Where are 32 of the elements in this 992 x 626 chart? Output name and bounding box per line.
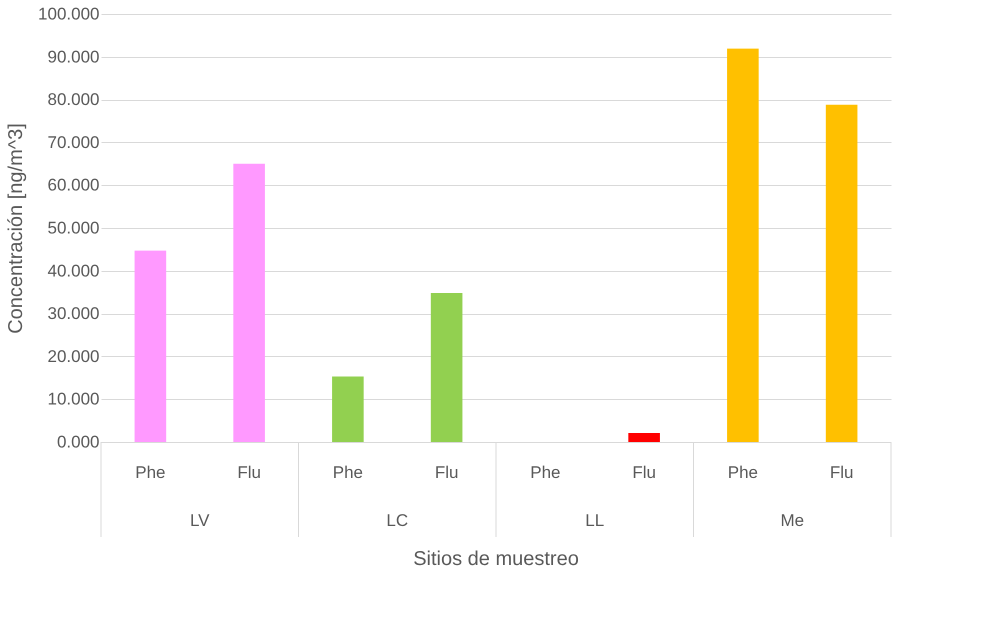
text: LC xyxy=(386,511,408,530)
bar xyxy=(430,293,462,442)
y-tick-label: 70.000 xyxy=(48,132,100,152)
x-tick-label: Flu xyxy=(434,463,458,482)
bar xyxy=(332,376,364,442)
bar xyxy=(628,433,660,442)
x-tick-label: Phe xyxy=(728,463,758,482)
y-tick-label: 50.000 xyxy=(48,218,100,238)
bar xyxy=(233,164,265,442)
y-tick-label: 90.000 xyxy=(48,47,100,66)
bar xyxy=(826,104,858,442)
x-tick-label: Flu xyxy=(830,463,854,482)
x-tick-label: Flu xyxy=(632,463,656,482)
y-tick-label: 100.000 xyxy=(38,4,100,24)
text: LL xyxy=(585,511,604,530)
y-tick-label: 20.000 xyxy=(48,346,100,366)
x-tick-label: Phe xyxy=(530,463,560,482)
x-tick-label: Phe xyxy=(332,463,363,482)
bar xyxy=(134,250,166,442)
y-tick-label: 60.000 xyxy=(48,176,100,195)
y-tick-label: 10.000 xyxy=(48,390,100,409)
y-tick-label: 0.000 xyxy=(56,432,100,452)
x-axis-title: Sitios de muestreo xyxy=(413,548,579,570)
y-axis-title: Concentración [ng/m^3] xyxy=(5,123,28,334)
text: Me xyxy=(780,511,804,530)
x-tick-label: Flu xyxy=(237,463,261,482)
text: LV xyxy=(190,511,210,530)
bar xyxy=(727,48,759,442)
y-tick-label: 30.000 xyxy=(48,304,100,324)
y-tick-label: 80.000 xyxy=(48,90,100,110)
x-tick-label: Phe xyxy=(135,463,166,482)
y-tick-label: 40.000 xyxy=(48,261,100,280)
